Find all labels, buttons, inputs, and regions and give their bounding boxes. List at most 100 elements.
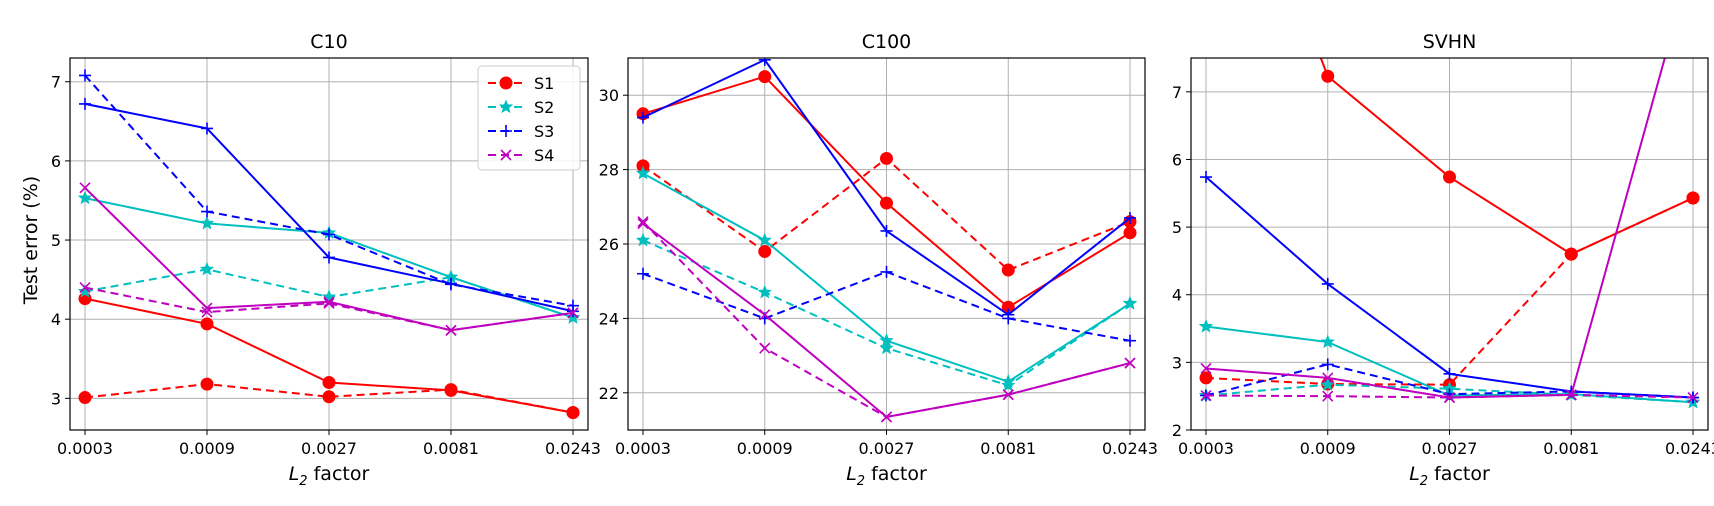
x-tick-label: 0.0243 <box>545 439 601 458</box>
data-point-s4 <box>637 217 649 230</box>
data-point-s3 <box>201 205 213 218</box>
data-point-s3 <box>880 224 893 237</box>
y-tick-label: 6 <box>51 152 61 171</box>
data-point-s3 <box>1124 211 1136 224</box>
panel-title: SVHN <box>1423 31 1477 53</box>
y-tick-label: 5 <box>51 231 61 250</box>
series-line-s4-dashed <box>1205 393 1694 399</box>
series-line-s4-dashed <box>84 286 574 332</box>
y-tick-label: 6 <box>1172 150 1182 169</box>
panel-c10: 0.0003 0.0009 0.0027 0.0081 0.0243 3 4 5 6 7 C10 L2… <box>51 31 601 489</box>
data-point-s4 <box>1322 372 1334 384</box>
data-point-s2 <box>1198 318 1214 333</box>
panel-svhn: 0.0003 0.0009 0.0027 0.0081 0.0243 2 3 4 5 6 7 SVHN… <box>1172 31 1714 489</box>
x-tick-label: 0.0081 <box>1543 439 1599 458</box>
main-ylabel: Test error (%) <box>20 176 42 305</box>
data-point-s3 <box>1321 277 1334 290</box>
data-point-s4 <box>1200 389 1212 402</box>
y-tick-label: 7 <box>1172 83 1182 102</box>
data-point-s3 <box>637 267 649 280</box>
data-point-s4 <box>1200 362 1212 375</box>
data-point-s3 <box>445 277 457 290</box>
y-tick-label: 30 <box>599 86 619 105</box>
legend-entry-s4: S4 <box>488 146 554 165</box>
legend-label: S4 <box>534 146 554 165</box>
data-point-s4 <box>1443 391 1456 404</box>
x-tick-label: 0.0243 <box>1102 439 1158 458</box>
x-axis-label: L2 factor <box>1409 463 1490 489</box>
x-tick-label: 0.0081 <box>423 439 479 458</box>
data-point-s2 <box>757 232 773 247</box>
data-point-s3 <box>880 265 893 278</box>
data-point-s1 <box>1321 69 1335 83</box>
y-tick-label: 5 <box>1172 218 1182 237</box>
panels: 0.0003 0.0009 0.0027 0.0081 0.0243 3 4 5 6 7 C10 L2… <box>51 31 1714 489</box>
data-point-s2 <box>199 215 215 230</box>
data-point-s1 <box>322 390 336 404</box>
data-point-s4 <box>445 324 457 336</box>
x-tick-label: 0.0009 <box>179 439 235 458</box>
data-point-s3 <box>201 122 213 135</box>
legend-label: S1 <box>534 74 554 93</box>
x-tick-label: 0.0003 <box>1178 439 1234 458</box>
data-point-s4 <box>567 307 579 319</box>
x-tick-label: 0.0009 <box>1300 439 1356 458</box>
data-point-s3 <box>1002 308 1015 321</box>
data-point-s3 <box>1200 171 1212 184</box>
y-tick-label: 4 <box>1172 286 1182 305</box>
y-tick-label: 4 <box>51 310 61 329</box>
legend-marker-s4 <box>500 149 512 161</box>
x-tick-label: 0.0027 <box>301 439 357 458</box>
x-tick-label: 0.0003 <box>57 439 113 458</box>
x-axis-label: L2 factor <box>846 463 927 489</box>
y-tick-label: 22 <box>599 384 619 403</box>
data-point-s3 <box>1443 367 1456 380</box>
panel-c100: 0.0003 0.0009 0.0027 0.0081 0.0243 22 24 26 28 30… <box>599 31 1158 489</box>
y-tick-label: 2 <box>1172 421 1182 440</box>
legend-label: S3 <box>534 122 554 141</box>
data-point-s4 <box>79 281 91 294</box>
data-point-s3 <box>79 69 91 82</box>
data-point-s1 <box>200 317 214 331</box>
data-point-s4 <box>1124 357 1136 369</box>
data-point-s1 <box>1564 247 1578 261</box>
data-point-s2 <box>879 340 894 355</box>
data-point-s3 <box>323 251 335 264</box>
panel-title: C100 <box>862 31 912 53</box>
data-point-s3 <box>1321 358 1334 371</box>
data-point-s4 <box>1002 389 1014 401</box>
legend-marker-s2 <box>498 99 514 114</box>
data-point-s4 <box>323 297 335 309</box>
data-point-s2 <box>1122 295 1138 310</box>
data-point-s2 <box>757 284 773 299</box>
x-tick-label: 0.0003 <box>615 439 671 458</box>
data-point-s1 <box>1443 170 1456 184</box>
y-tick-label: 24 <box>599 309 619 328</box>
series-group <box>635 58 1138 423</box>
data-point-s1 <box>880 196 893 210</box>
data-point-s1 <box>1001 263 1015 277</box>
data-point-s4 <box>79 182 91 194</box>
legend-entry-s1: S1 <box>488 74 554 93</box>
legend-marker-s1 <box>499 76 513 90</box>
data-point-s2 <box>321 289 337 304</box>
x-tick-label: 0.0009 <box>737 439 793 458</box>
data-point-s4 <box>1565 389 1577 401</box>
data-point-s1 <box>880 151 893 165</box>
data-point-s4 <box>201 302 213 314</box>
x-axis-label: L2 factor <box>289 463 370 489</box>
legend-entry-s3: S3 <box>488 122 554 141</box>
series-group <box>1198 58 1701 409</box>
data-point-s1 <box>758 244 772 258</box>
data-point-s3 <box>323 228 335 241</box>
data-point-s3 <box>79 97 91 110</box>
y-tick-label: 3 <box>1172 353 1182 372</box>
data-point-s2 <box>77 190 93 205</box>
y-tick-label: 3 <box>51 389 61 408</box>
data-point-s1 <box>758 70 772 84</box>
data-point-s4 <box>759 342 771 354</box>
x-tick-label: 0.0027 <box>859 439 915 458</box>
data-point-s3 <box>637 111 649 124</box>
y-tick-label: 7 <box>51 73 61 92</box>
